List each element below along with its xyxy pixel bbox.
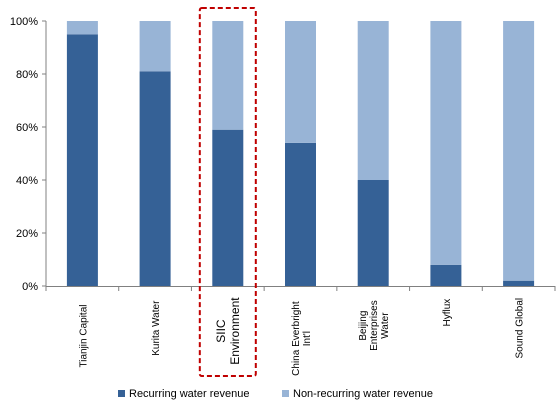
- legend-recurring-label: Recurring water revenue: [129, 388, 249, 400]
- bar-non-recurring-6: [503, 21, 535, 281]
- y-tick-label: 80%: [16, 69, 38, 81]
- bar-non-recurring-4: [357, 21, 389, 180]
- x-tick-label-line: Beijing: [358, 311, 369, 341]
- x-tick-label: BeijingEnterprisesWater: [358, 300, 391, 351]
- bar-non-recurring-3: [285, 21, 316, 143]
- y-tick-label: 100%: [10, 16, 38, 28]
- x-tick-label-line: Sound Global: [515, 298, 526, 359]
- bar-recurring-1: [139, 71, 171, 286]
- bar-non-recurring-2: [212, 21, 244, 130]
- x-tick-label-line: Int'l: [302, 331, 313, 346]
- bar-non-recurring-0: [66, 21, 98, 35]
- x-tick-label-line: Hyflux: [442, 299, 453, 327]
- bar-recurring-6: [503, 280, 535, 286]
- legend-non-recurring-label: Non-recurring water revenue: [293, 388, 433, 400]
- y-tick-label: 60%: [16, 122, 38, 134]
- bar-group: [66, 21, 535, 287]
- y-tick-label: 0%: [22, 281, 38, 293]
- x-tick-label: Sound Global: [515, 298, 526, 359]
- highlight-group: [198, 7, 257, 377]
- x-tick-label-line: Environment: [228, 297, 242, 365]
- axes-group: 0% 20% 40% 60% 80% 100% Tianjin Capital Kurita …: [10, 16, 556, 376]
- bar-recurring-0: [66, 34, 98, 287]
- x-tick-label: Tianjin Capital: [78, 305, 89, 368]
- bar-recurring-2: [212, 129, 244, 286]
- y-tick-label: 20%: [16, 228, 38, 240]
- legend-recurring-swatch: [118, 390, 125, 397]
- bar-recurring-5: [430, 264, 462, 286]
- legend-non-recurring-swatch: [282, 390, 289, 397]
- x-tick-label-line: SIIC: [214, 319, 228, 343]
- x-tick-label: China EverbrightInt'l: [291, 301, 313, 376]
- bar-recurring-4: [357, 180, 389, 286]
- x-tick-label-line: Enterprises: [369, 300, 380, 351]
- x-tick-label-line: Water: [380, 312, 391, 339]
- x-tick-label-line: China Everbright: [291, 301, 302, 376]
- bar-non-recurring-5: [430, 21, 462, 265]
- x-tick-label-line: Tianjin Capital: [78, 305, 89, 368]
- x-tick-label: Kurita Water: [151, 300, 162, 356]
- legend: Recurring water revenue Non-recurring wat…: [118, 388, 433, 400]
- x-tick-label: Hyflux: [442, 299, 453, 327]
- x-tick-label-line: Kurita Water: [151, 300, 162, 356]
- highlight-box: [198, 7, 257, 377]
- y-tick-label: 40%: [16, 175, 38, 187]
- bar-non-recurring-1: [139, 21, 171, 72]
- bar-recurring-3: [285, 142, 316, 286]
- x-tick-label: SIICEnvironment: [214, 297, 242, 365]
